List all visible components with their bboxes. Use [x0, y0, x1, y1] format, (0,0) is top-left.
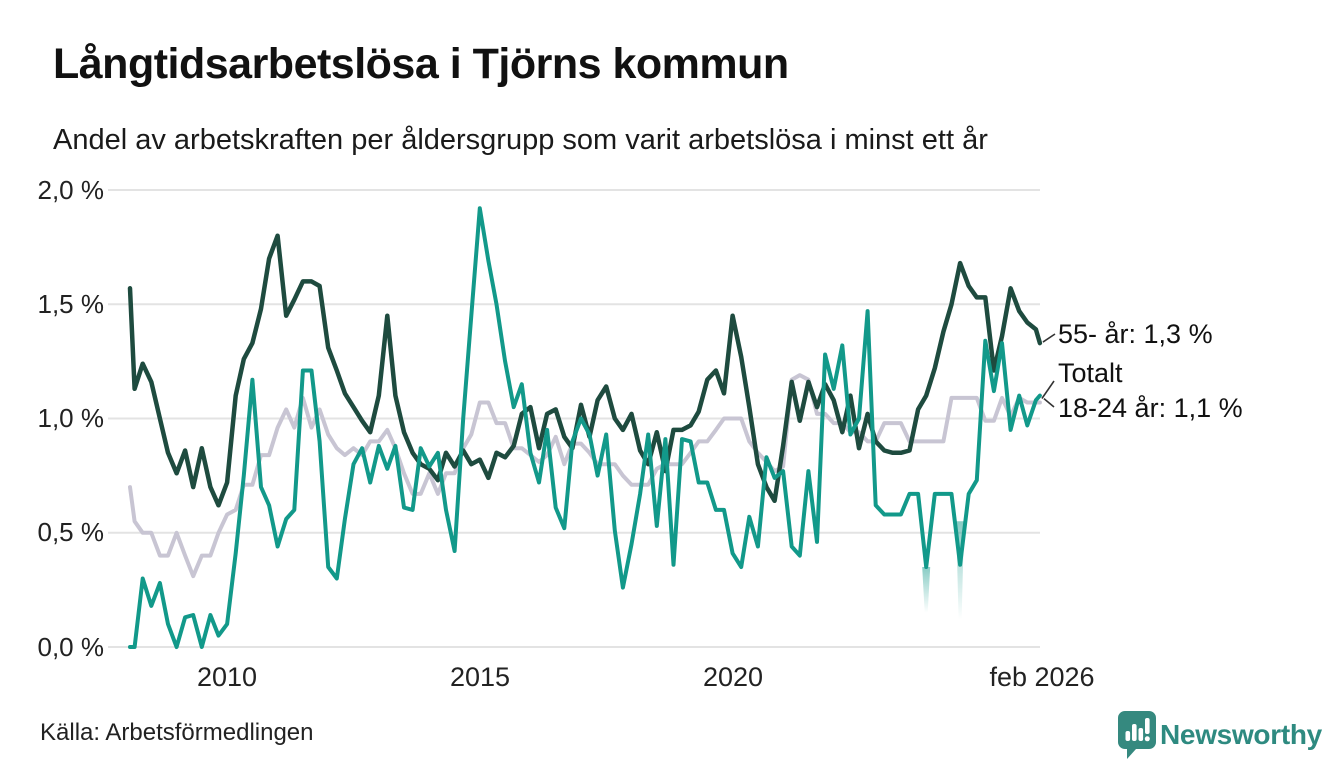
y-axis-tick-05: 0,5 % — [37, 517, 105, 547]
x-axis-tick-feb-2026: feb 2026 — [989, 662, 1095, 692]
chart-title: Långtidsarbetslösa i Tjörns kommun — [53, 40, 789, 88]
x-axis-tick-2010: 2010 — [196, 662, 258, 692]
y-axis-tick-20: 2,0 % — [37, 175, 105, 205]
series-label-55: 55- år: 1,3 % — [1058, 319, 1213, 349]
series-label-totalt: Totalt — [1058, 358, 1123, 388]
y-axis-tick-15: 1,5 % — [37, 289, 105, 319]
newsworthy-logo: Newsworthy — [1117, 710, 1322, 760]
connector-18-24 — [1043, 398, 1055, 408]
series-line-18-24 — [128, 206, 1042, 649]
newsworthy-icon — [1118, 711, 1156, 759]
y-axis-tick-10: 1,0 % — [37, 403, 105, 433]
y-axis-tick-0: 0,0 % — [37, 632, 105, 662]
uncertainty-fade — [922, 567, 931, 613]
x-axis-tick-2015: 2015 — [449, 662, 511, 692]
source-note: Källa: Arbetsförmedlingen — [40, 719, 314, 746]
series-line-55 — [127, 233, 1043, 508]
series-line-totalt — [128, 373, 1042, 579]
connector-totalt — [1041, 380, 1055, 399]
x-axis-tick-2020: 2020 — [702, 662, 764, 692]
chart-subtitle: Andel av arbetskraften per åldersgrupp s… — [53, 124, 988, 156]
newsworthy-wordmark: Newsworthy — [1160, 719, 1322, 750]
connector-55 — [1042, 333, 1056, 343]
series-label-18-24: 18-24 år: 1,1 % — [1058, 393, 1243, 423]
